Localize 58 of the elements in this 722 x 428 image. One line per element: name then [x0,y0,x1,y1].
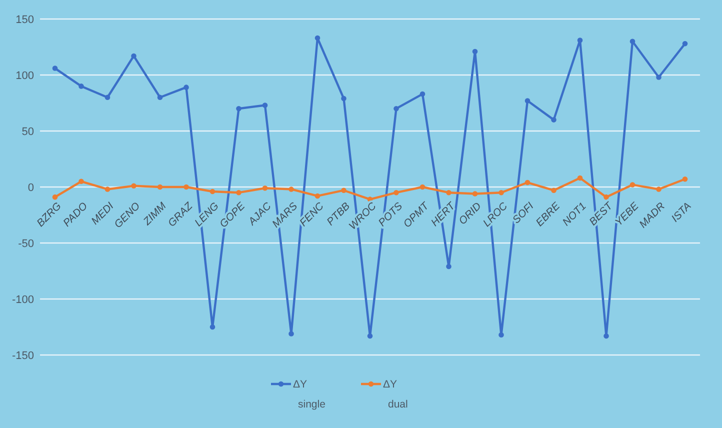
point [524,98,530,104]
point [682,176,688,182]
point [210,324,216,330]
legend-label: ΔY single [293,378,326,411]
point [656,186,662,192]
point [262,102,268,108]
point [604,333,609,339]
point [551,188,556,193]
point [314,35,320,41]
point [157,94,163,100]
point [131,53,136,59]
point [367,333,373,339]
point [420,91,426,97]
point [524,180,530,186]
point [184,184,189,190]
point [288,331,294,336]
y-tick-label: -150 [12,350,34,362]
point [78,84,84,89]
point [420,184,426,190]
point [472,48,478,54]
point [630,38,636,44]
point [498,332,504,338]
point [236,106,242,112]
point [656,74,662,80]
point [288,186,294,192]
point [604,194,609,200]
point [472,191,478,196]
y-tick-label: 50 [22,126,34,138]
point [551,117,556,122]
point [157,184,163,190]
point [52,194,58,200]
y-tick-label: 100 [16,70,34,82]
point [446,190,452,196]
point [446,264,452,270]
point [210,188,216,194]
point [577,38,583,43]
y-tick-label: 0 [28,182,34,194]
y-tick-label: -50 [18,238,34,250]
point [682,41,688,46]
y-tick-label: 150 [16,14,34,26]
point [131,183,136,189]
point [341,96,346,102]
point [104,186,110,192]
point [394,190,399,196]
point [394,106,399,112]
point [104,94,110,100]
point [52,66,58,71]
point [262,185,268,191]
point [314,193,320,199]
point [78,178,84,184]
y-tick-label: -100 [12,294,34,306]
point [498,190,504,196]
point [236,190,242,196]
point [184,84,189,90]
point [341,188,346,193]
point [577,175,583,181]
point [630,182,636,188]
legend-label: ΔY dual [383,378,408,411]
